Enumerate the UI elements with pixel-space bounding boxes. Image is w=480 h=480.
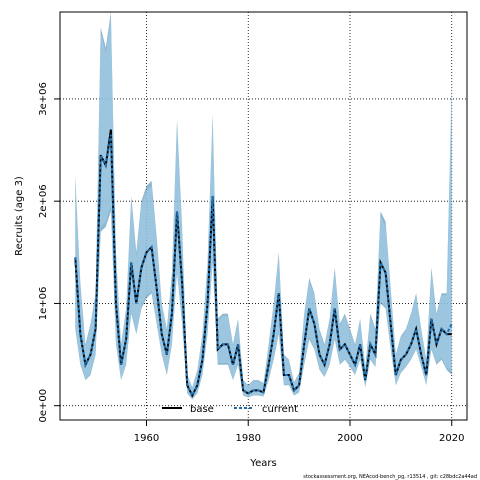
x-tick-label-0: 1960 bbox=[134, 433, 159, 444]
band-base bbox=[75, 12, 452, 400]
y-tick-label-0: 0e+00 bbox=[38, 389, 49, 423]
band-current bbox=[75, 17, 452, 400]
confidence-bands bbox=[75, 12, 452, 400]
x-axis-label: Years bbox=[249, 458, 276, 469]
line-current bbox=[74, 134, 453, 398]
plot-frame bbox=[59, 11, 468, 421]
legend-current-label: current bbox=[262, 404, 298, 415]
series-lines bbox=[74, 129, 453, 398]
x-tick-label-2: 2000 bbox=[337, 433, 362, 444]
legend-base-label: base bbox=[190, 404, 214, 415]
y-tick-label-1: 1e+06 bbox=[38, 287, 49, 321]
x-tick-label-3: 2020 bbox=[439, 433, 464, 444]
y-tick-label-3: 3e+06 bbox=[38, 82, 49, 116]
legend: base current bbox=[162, 404, 298, 415]
y-tick-label-2: 2e+06 bbox=[38, 184, 49, 218]
y-axis-label: Recruits (age 3) bbox=[14, 176, 25, 256]
x-tick-label-1: 1980 bbox=[236, 433, 261, 444]
x-axis: 1960 1980 2000 2020 bbox=[134, 420, 464, 444]
footer-text: stockassessment.org, NEAcod-bench_pg, r1… bbox=[303, 474, 477, 480]
y-axis: 0e+00 1e+06 2e+06 3e+06 bbox=[38, 82, 60, 422]
